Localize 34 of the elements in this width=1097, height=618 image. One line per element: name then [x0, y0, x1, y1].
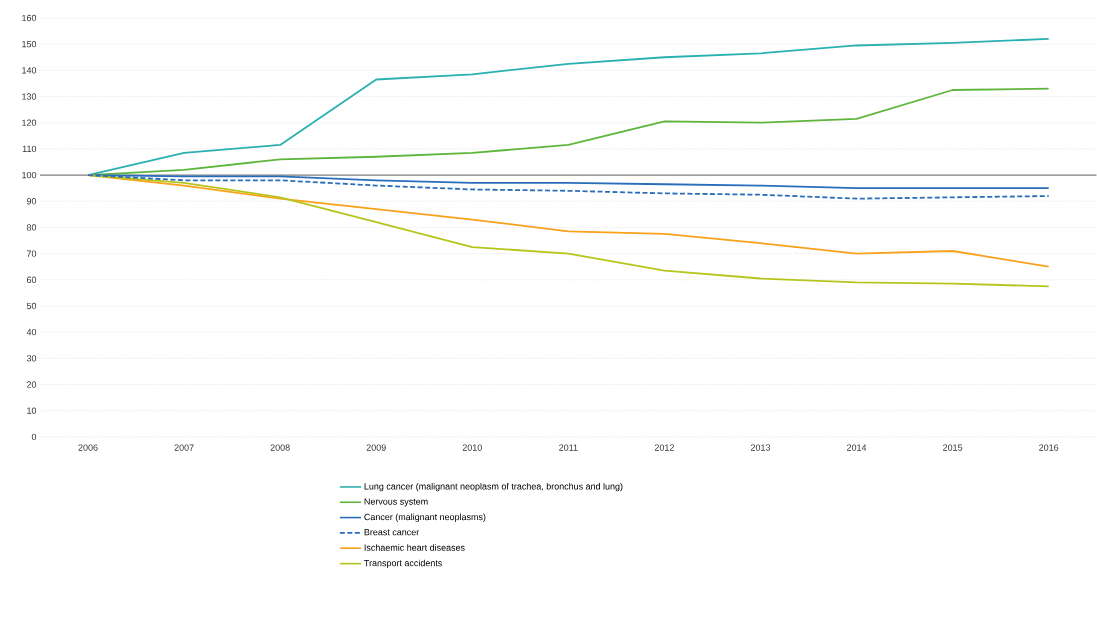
y-tick-label: 70 [26, 250, 37, 257]
y-tick-label: 90 [26, 198, 37, 205]
y-tick-label: 60 [26, 276, 37, 284]
y-tick-label: 80 [26, 224, 37, 231]
y-tick-label: 10 [27, 407, 37, 414]
x-tick-label: 2006 [78, 444, 98, 451]
x-tick-label: 2016 [1039, 444, 1059, 451]
x-tick-label: 2015 [943, 444, 963, 451]
x-tick-label: 2014 [847, 444, 867, 451]
x-tick-label: 2008 [270, 444, 290, 451]
y-tick-label: 20 [26, 381, 37, 388]
legend-label: Transport accidents [364, 559, 442, 569]
legend-label: Nervous system [364, 498, 428, 507]
y-tick-label: 110 [22, 145, 37, 153]
x-tick-label: 2007 [174, 444, 194, 451]
y-tick-label: 50 [26, 302, 37, 310]
legend-label: Cancer (malignant neoplasms) [364, 513, 486, 522]
x-tick-label: 2011 [559, 444, 578, 451]
y-tick-label: 120 [22, 119, 37, 126]
x-tick-label: 2012 [654, 444, 674, 451]
y-tick-label: 140 [22, 67, 37, 74]
y-tick-label: 30 [26, 355, 37, 362]
y-tick-label: 150 [22, 41, 37, 48]
legend-label: Breast cancer [364, 529, 420, 536]
y-tick-label: 100 [22, 171, 37, 179]
legend-label: Ischaemic heart diseases [364, 544, 465, 551]
y-tick-label: 40 [26, 329, 37, 336]
legend-label: Lung cancer (malignant neoplasm of trachea, bronchus and lung) [364, 483, 623, 492]
x-tick-label: 2010 [462, 444, 482, 451]
y-tick-label: 130 [22, 93, 37, 100]
x-tick-label: 2009 [366, 444, 386, 451]
y-tick-label: 160 [22, 14, 37, 22]
y-tick-label: 0 [31, 433, 37, 441]
x-tick-label: 2013 [750, 444, 771, 451]
